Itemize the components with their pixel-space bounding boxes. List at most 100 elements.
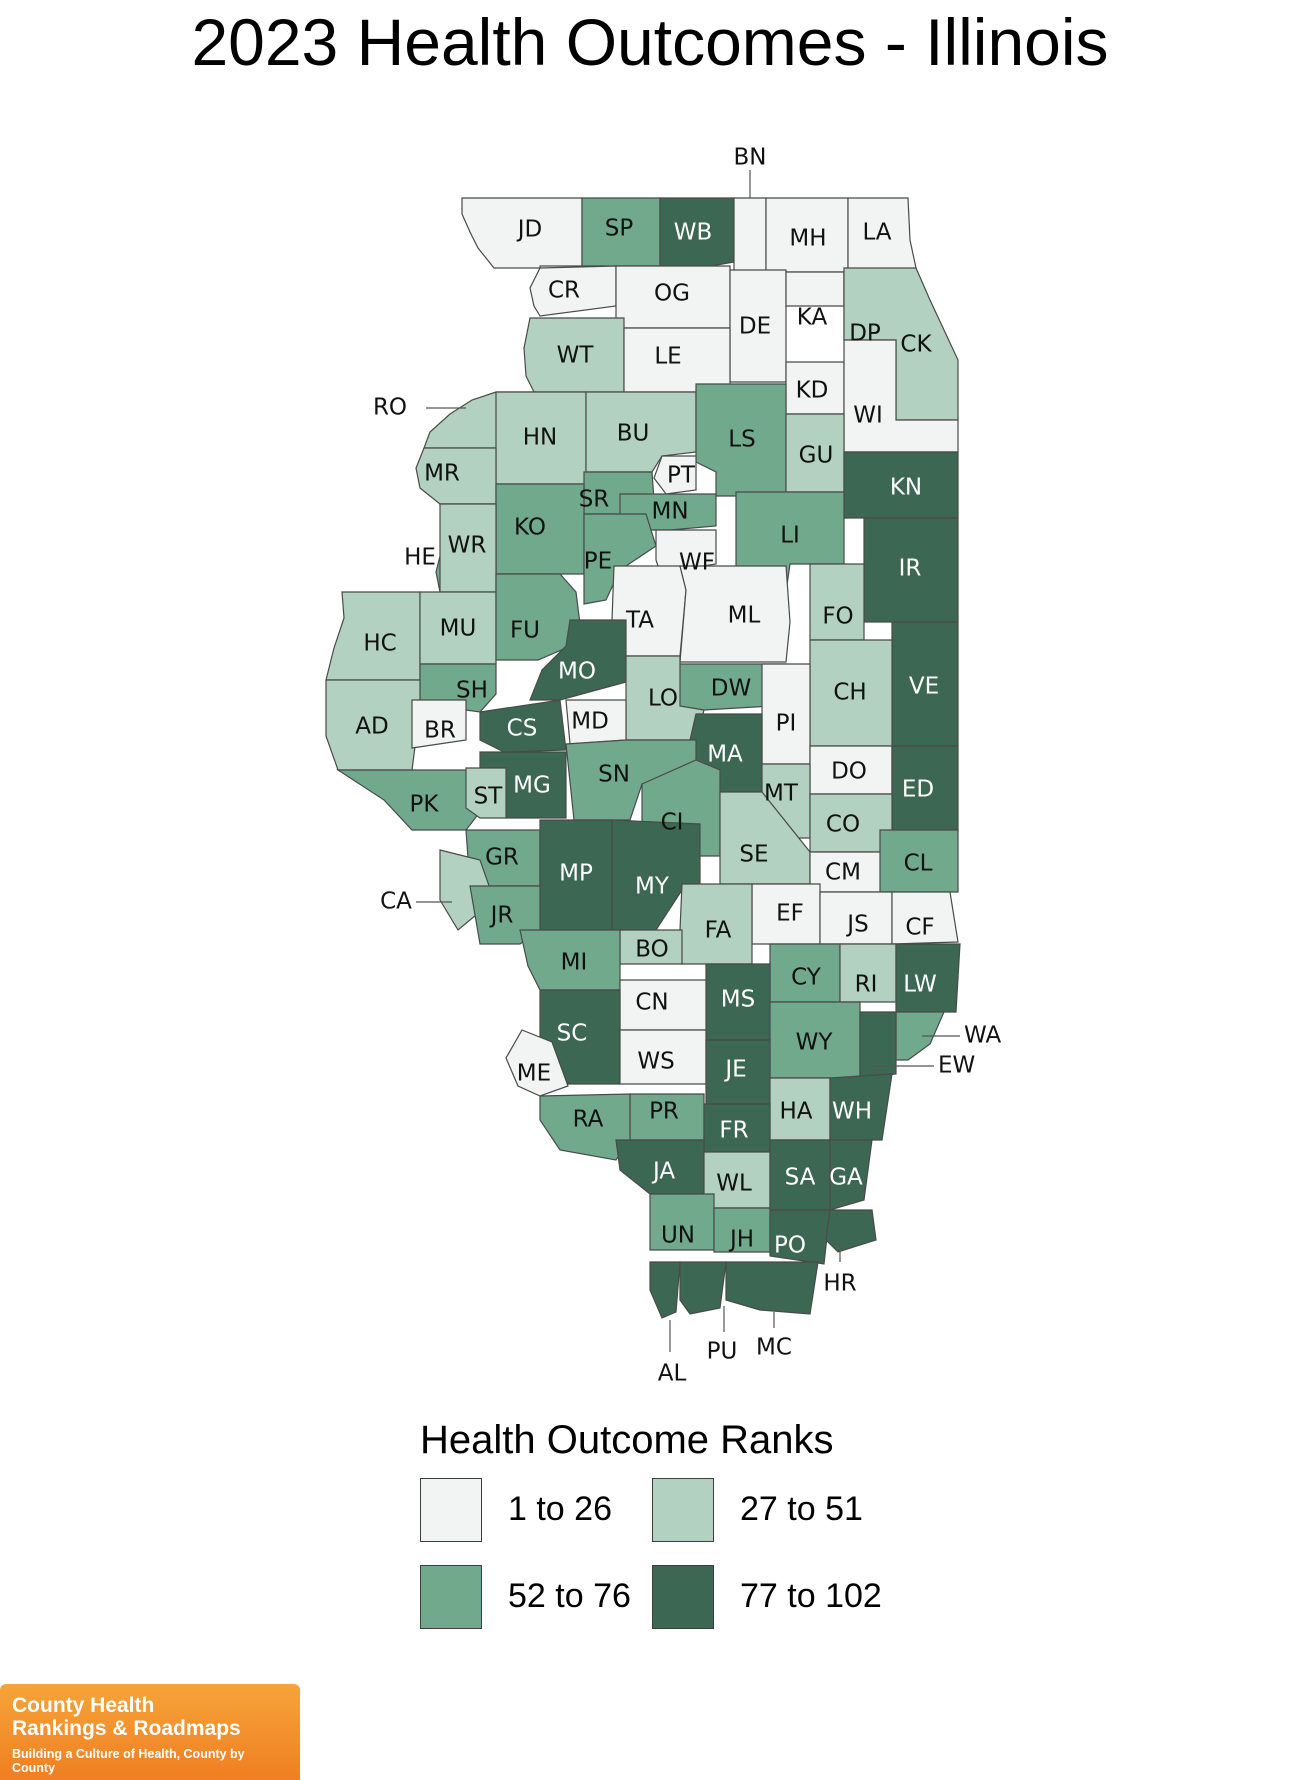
county-label-al: AL bbox=[658, 1361, 687, 1387]
county-label-ve: VE bbox=[909, 674, 939, 700]
county-label-hn: HN bbox=[523, 425, 558, 451]
county-label-fr: FR bbox=[719, 1118, 748, 1144]
county-label-pr: PR bbox=[649, 1099, 679, 1125]
county-label-li: LI bbox=[780, 523, 800, 549]
county-label-wa: WA bbox=[964, 1023, 1001, 1049]
county-ml bbox=[679, 565, 791, 663]
county-label-hr: HR bbox=[823, 1271, 856, 1297]
county-label-ms: MS bbox=[721, 987, 755, 1013]
county-label-pt: PT bbox=[667, 463, 696, 489]
county-label-mh: MH bbox=[789, 226, 826, 252]
county-st bbox=[465, 767, 507, 819]
county-label-bu: BU bbox=[617, 421, 650, 447]
county-label-bo: BO bbox=[635, 937, 668, 963]
county-label-mr: MR bbox=[424, 461, 460, 487]
label-layer: JD SP WB BN MH LA CR OG DE KA DP CK WT LE KD WI RO HN BU LS… bbox=[355, 145, 1001, 1387]
county-label-un: UN bbox=[661, 1223, 695, 1249]
county-ew bbox=[859, 1011, 897, 1079]
county-label-wt: WT bbox=[557, 343, 595, 369]
county-label-sh: SH bbox=[456, 678, 488, 704]
county-label-mt: MT bbox=[764, 781, 799, 807]
county-label-og: OG bbox=[654, 281, 690, 307]
legend-swatch-3 bbox=[420, 1565, 482, 1629]
county-label-bn: BN bbox=[734, 145, 767, 171]
county-label-la: LA bbox=[862, 220, 891, 246]
county-label-mg: MG bbox=[513, 773, 551, 799]
county-label-cs: CS bbox=[507, 716, 538, 742]
map-title: 2023 Health Outcomes - Illinois bbox=[191, 5, 1109, 79]
county-label-me: ME bbox=[517, 1061, 551, 1087]
county-label-ko: KO bbox=[514, 515, 546, 541]
county-label-mp: MP bbox=[559, 861, 593, 887]
county-label-kd: KD bbox=[796, 378, 829, 404]
county-label-mo: MO bbox=[558, 659, 596, 685]
county-layer bbox=[325, 197, 961, 1319]
county-label-br: BR bbox=[424, 718, 456, 744]
county-label-ed: ED bbox=[902, 777, 934, 803]
county-label-kn: KN bbox=[890, 475, 922, 501]
county-label-mn: MN bbox=[651, 499, 688, 525]
county-label-ca: CA bbox=[380, 889, 412, 915]
county-label-ef: EF bbox=[776, 901, 804, 927]
county-cf bbox=[891, 891, 959, 945]
county-label-md: MD bbox=[571, 709, 609, 735]
county-ga bbox=[829, 1139, 873, 1211]
legend-swatch-2 bbox=[652, 1478, 714, 1542]
county-label-ck: CK bbox=[900, 332, 932, 358]
county-label-pk: PK bbox=[410, 792, 440, 818]
county-label-ga: GA bbox=[829, 1165, 863, 1191]
county-mo bbox=[529, 619, 627, 701]
county-label-ha: HA bbox=[779, 1099, 812, 1125]
county-label-dw: DW bbox=[711, 676, 751, 702]
brand-line-2: Rankings & Roadmaps bbox=[12, 1717, 241, 1740]
county-label-hc: HC bbox=[363, 631, 396, 657]
county-sc bbox=[539, 989, 621, 1085]
county-label-js: JS bbox=[845, 912, 868, 938]
county-pt bbox=[653, 455, 697, 495]
county-label-ci: CI bbox=[661, 810, 684, 836]
county-label-gu: GU bbox=[799, 443, 834, 469]
county-label-wf: WF bbox=[679, 550, 715, 576]
county-al bbox=[649, 1261, 681, 1319]
county-label-wi: WI bbox=[853, 403, 883, 429]
county-label-mc: MC bbox=[756, 1335, 792, 1361]
county-label-pi: PI bbox=[776, 711, 797, 737]
county-label-wr: WR bbox=[448, 533, 487, 559]
county-po bbox=[769, 1209, 831, 1265]
brand-tagline: Building a Culture of Health, County by … bbox=[12, 1747, 245, 1775]
county-label-de: DE bbox=[739, 314, 771, 340]
county-label-ro: RO bbox=[373, 395, 407, 421]
legend-swatch-1 bbox=[420, 1478, 482, 1542]
county-label-wh: WH bbox=[832, 1099, 872, 1125]
county-label-jd: JD bbox=[516, 217, 543, 243]
county-mc bbox=[725, 1261, 819, 1315]
county-label-ja: JA bbox=[651, 1159, 675, 1185]
county-label-he: HE bbox=[404, 545, 436, 571]
county-label-ls: LS bbox=[728, 427, 755, 453]
county-label-mi: MI bbox=[561, 950, 588, 976]
county-label-do: DO bbox=[831, 759, 867, 785]
county-label-jr: JR bbox=[489, 903, 514, 929]
county-label-dp: DP bbox=[849, 321, 881, 347]
county-label-wy: WY bbox=[796, 1030, 834, 1056]
county-label-ad: AD bbox=[355, 714, 388, 740]
county-cs bbox=[479, 699, 567, 753]
legend-item-1: 1 to 26 bbox=[420, 1478, 720, 1548]
county-bn bbox=[733, 197, 767, 273]
county-label-sa: SA bbox=[785, 1165, 816, 1191]
county-label-ir: IR bbox=[899, 556, 922, 582]
county-label-se: SE bbox=[739, 842, 768, 868]
county-label-sr: SR bbox=[579, 487, 610, 513]
county-la bbox=[847, 197, 917, 273]
legend-title: Health Outcome Ranks bbox=[420, 1418, 834, 1462]
county-label-lo: LO bbox=[648, 686, 678, 712]
brand-line-1: County Health bbox=[12, 1694, 155, 1717]
county-wh bbox=[829, 1073, 893, 1141]
county-label-ml: ML bbox=[728, 603, 761, 629]
county-label-ri: RI bbox=[855, 972, 878, 998]
county-ra bbox=[539, 1093, 631, 1161]
county-label-st: ST bbox=[474, 784, 504, 810]
county-br bbox=[411, 699, 467, 749]
county-label-jh: JH bbox=[728, 1227, 754, 1253]
